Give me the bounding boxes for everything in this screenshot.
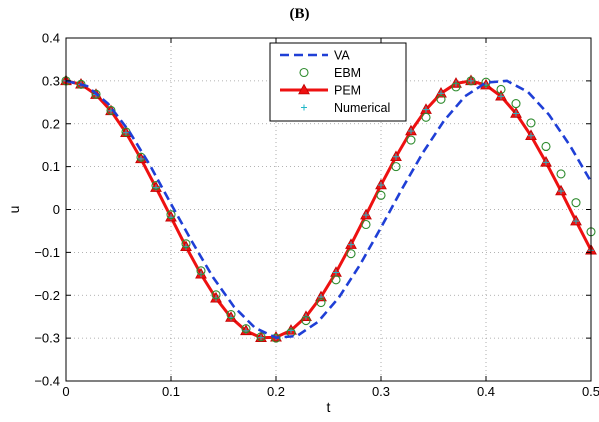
series-numerical-marker [257,334,264,341]
series-ebm-marker [241,324,251,334]
series-ebm-marker [166,210,176,220]
y-axis-label: u [6,206,22,214]
series-ebm-marker [391,162,401,172]
series-numerical-marker [227,314,234,321]
series-ebm-marker [226,309,236,320]
series-numerical-marker [393,153,400,160]
series-numerical-marker [572,218,579,225]
x-axis-ticks: 0 0.1 0.2 0.3 0.4 0.5 [62,38,599,399]
y-tick-label: 0.1 [42,159,60,174]
series-ebm-marker [346,249,356,259]
series-numerical-marker [407,128,414,135]
series-ebm-marker [436,94,446,104]
x-tick-label: 0.5 [582,384,599,399]
x-tick-label: 0.1 [162,384,180,399]
series-ebm-marker [331,275,341,285]
legend-swatch-numerical [301,104,307,111]
series-ebm-marker [526,118,536,128]
y-tick-label: 0.4 [42,31,60,46]
series-numerical-marker [512,110,519,117]
legend-label: EBM [334,66,361,80]
series-ebm-marker [211,290,221,300]
legend-item: PEM [280,84,361,98]
series-numerical-marker [122,129,129,136]
series-ebm-marker [361,219,371,230]
legend-label: Numerical [334,101,390,115]
x-tick-label: 0.4 [477,384,495,399]
series-ebm-marker [571,198,581,208]
x-tick-label: 0 [62,384,69,399]
series-numerical-marker [168,214,174,221]
series-ebm-marker [271,333,281,343]
series-numerical-marker [542,159,549,166]
x-tick-label: 0.2 [267,384,285,399]
series-numerical-marker [378,182,384,189]
y-tick-label: 0.2 [42,116,60,131]
legend-swatch-pem-marker [298,83,310,95]
series-numerical-marker [467,77,474,84]
legend-item: EBM [299,66,361,80]
y-tick-label: −0.3 [34,331,60,346]
series-numerical-marker [362,212,369,219]
series-ebm-marker [256,332,266,342]
series-ebm-marker [556,169,566,179]
chart-title: (B) [289,6,310,22]
series-ebm-marker [181,239,191,249]
legend: VA EBM PEM Numerical [269,42,407,122]
series-ebm-marker [196,266,206,276]
y-axis-ticks: 0.4 0.3 0.2 0.1 0 −0.1 −0.2 −0.3 −0.4 [34,31,591,389]
legend-box [269,42,407,122]
y-tick-label: 0 [53,202,60,217]
series-ebm-marker [496,84,506,94]
legend-item: VA [280,49,350,63]
y-tick-label: −0.2 [34,288,60,303]
series-ebm-marker [106,105,116,116]
series-ebm-marker [406,135,416,145]
series-numerical-marker [528,132,535,139]
series-numerical-marker [183,243,190,250]
series-ebm-marker [421,112,431,122]
series-ebm-marker [301,315,311,326]
series-numerical-marker [498,93,505,100]
series-ebm-marker [466,76,476,86]
legend-label: PEM [334,84,361,98]
y-tick-label: 0.3 [42,73,60,88]
series-va-line [65,79,593,340]
y-tick-label: −0.1 [34,245,60,260]
legend-label: VA [334,49,350,63]
series-ebm-marker [376,190,386,200]
series-ebm-marker [316,297,326,308]
y-tick-label: −0.4 [34,374,60,389]
legend-swatch-ebm [299,67,309,78]
series-numerical-marker [423,106,430,113]
series-ebm-marker [91,89,101,99]
x-axis-label: t [327,399,331,415]
x-tick-label: 0.3 [372,384,390,399]
series-numerical-marker [332,269,339,276]
series-ebm-marker [541,141,551,152]
series-numerical-marker [558,188,565,195]
series-numerical-marker [348,241,355,248]
legend-item: Numerical [301,101,390,115]
series-ebm-marker [451,82,461,92]
series-ebm-marker [511,99,521,109]
